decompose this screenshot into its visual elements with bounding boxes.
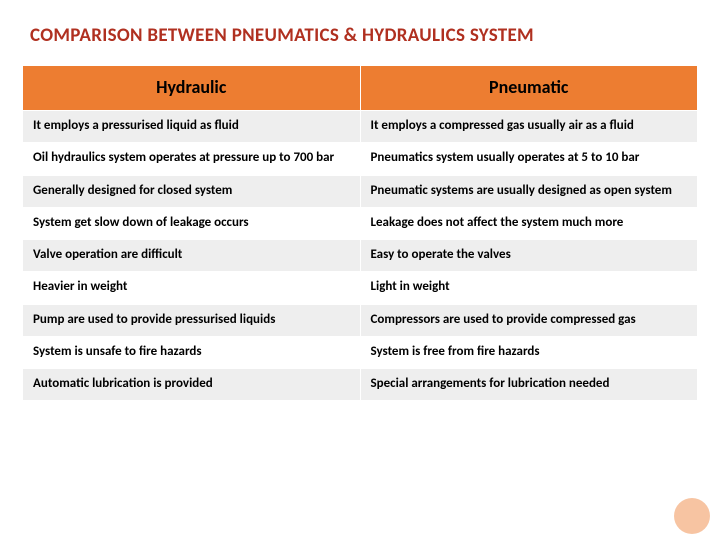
cell-hydraulic: Valve operation are difficult xyxy=(23,240,361,272)
accent-circle-icon xyxy=(674,498,710,534)
cell-hydraulic: System is unsafe to fire hazards xyxy=(23,336,361,368)
table-row: Automatic lubrication is provided Specia… xyxy=(23,369,698,401)
page-title: COMPARISON BETWEEN PNEUMATICS & HYDRAULI… xyxy=(0,0,720,65)
column-header-pneumatic: Pneumatic xyxy=(360,66,698,111)
comparison-table-container: Hydraulic Pneumatic It employs a pressur… xyxy=(0,65,720,401)
table-row: Generally designed for closed system Pne… xyxy=(23,175,698,207)
cell-hydraulic: It employs a pressurised liquid as fluid xyxy=(23,111,361,143)
table-row: Valve operation are difficult Easy to op… xyxy=(23,240,698,272)
table-row: System is unsafe to fire hazards System … xyxy=(23,336,698,368)
cell-hydraulic: Heavier in weight xyxy=(23,272,361,304)
cell-hydraulic: Automatic lubrication is provided xyxy=(23,369,361,401)
cell-pneumatic: Light in weight xyxy=(360,272,698,304)
table-row: Heavier in weight Light in weight xyxy=(23,272,698,304)
cell-pneumatic: System is free from fire hazards xyxy=(360,336,698,368)
cell-pneumatic: Pneumatic systems are usually designed a… xyxy=(360,175,698,207)
cell-pneumatic: It employs a compressed gas usually air … xyxy=(360,111,698,143)
cell-pneumatic: Special arrangements for lubrication nee… xyxy=(360,369,698,401)
table-row: Oil hydraulics system operates at pressu… xyxy=(23,143,698,175)
cell-hydraulic: System get slow down of leakage occurs xyxy=(23,207,361,239)
cell-hydraulic: Pump are used to provide pressurised liq… xyxy=(23,304,361,336)
table-row: It employs a pressurised liquid as fluid… xyxy=(23,111,698,143)
table-row: System get slow down of leakage occurs L… xyxy=(23,207,698,239)
comparison-table: Hydraulic Pneumatic It employs a pressur… xyxy=(22,65,698,401)
column-header-hydraulic: Hydraulic xyxy=(23,66,361,111)
cell-pneumatic: Leakage does not affect the system much … xyxy=(360,207,698,239)
table-header-row: Hydraulic Pneumatic xyxy=(23,66,698,111)
cell-hydraulic: Generally designed for closed system xyxy=(23,175,361,207)
cell-pneumatic: Compressors are used to provide compress… xyxy=(360,304,698,336)
cell-pneumatic: Pneumatics system usually operates at 5 … xyxy=(360,143,698,175)
cell-hydraulic: Oil hydraulics system operates at pressu… xyxy=(23,143,361,175)
cell-pneumatic: Easy to operate the valves xyxy=(360,240,698,272)
table-row: Pump are used to provide pressurised liq… xyxy=(23,304,698,336)
